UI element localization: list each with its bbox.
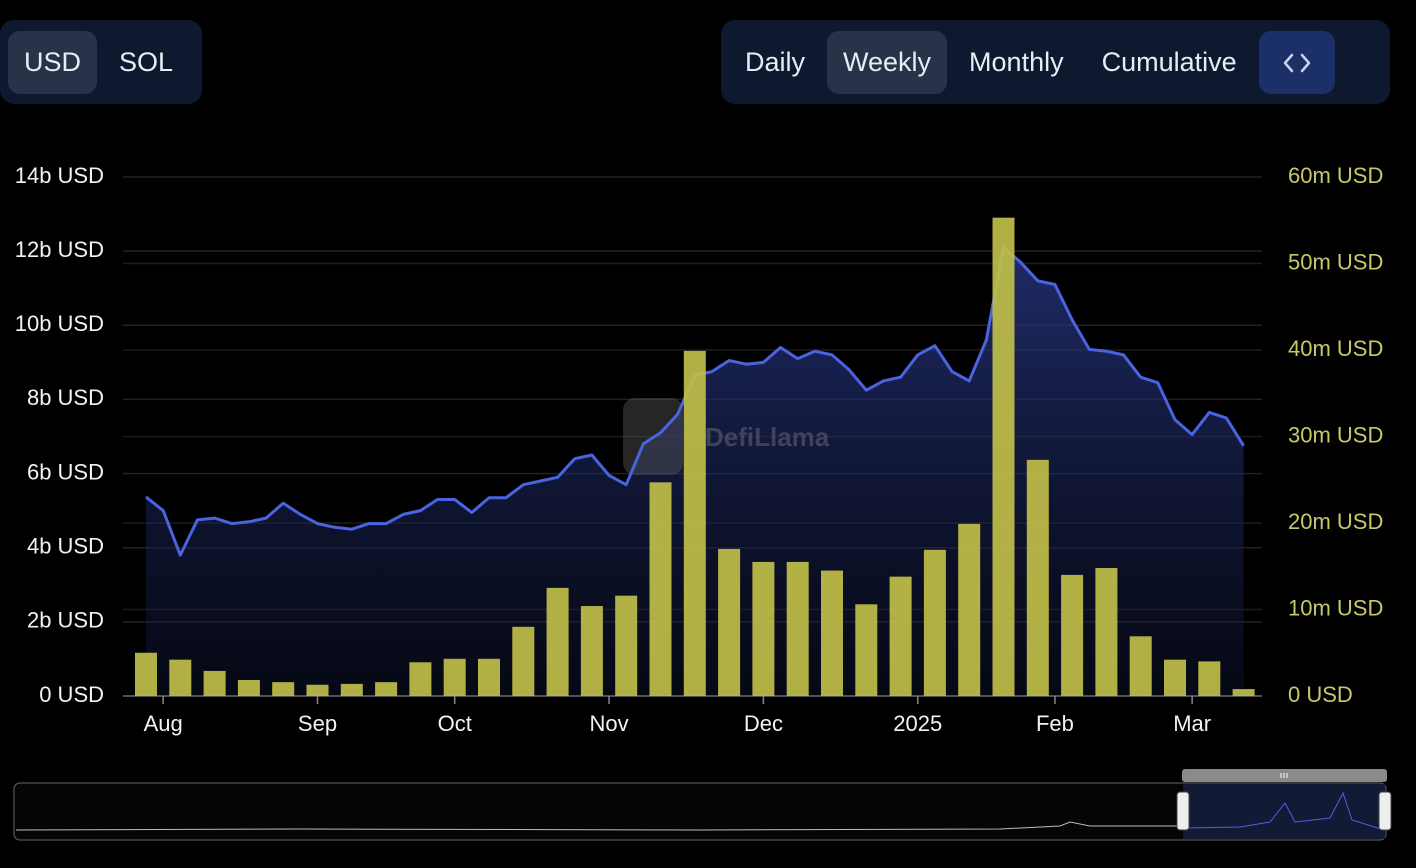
y2-tick-label: 30m USD — [1288, 422, 1383, 447]
x-tick-label: Sep — [298, 711, 337, 736]
bar — [169, 659, 192, 696]
slider-bar[interactable] — [1182, 769, 1387, 782]
slider-track — [13, 782, 1387, 841]
bar — [683, 350, 706, 696]
bar — [478, 658, 500, 696]
slider-preview — [15, 821, 1180, 831]
x-tick-label: Dec — [744, 711, 783, 736]
y-tick-label: 2b USD — [27, 608, 104, 633]
x-tick-label: 2025 — [893, 711, 942, 736]
daily-button[interactable]: Daily — [745, 47, 806, 77]
monthly-button[interactable]: Monthly — [969, 47, 1064, 77]
x-tick-label: Mar — [1173, 711, 1211, 736]
watermark-text: DefiLlama — [705, 422, 830, 452]
line — [145, 245, 1245, 557]
sol-button[interactable]: SOL — [119, 47, 174, 77]
currency-toggle: USD SOL — [0, 20, 202, 104]
bar — [1129, 636, 1152, 696]
bar — [1164, 659, 1186, 696]
y-tick-label: 10b USD — [15, 311, 104, 336]
slider-handle-right[interactable] — [1378, 791, 1392, 831]
y2-tick-label: 0 USD — [1288, 682, 1353, 707]
period-toggle: Daily Weekly Monthly Cumulative — [721, 20, 1390, 104]
range-slider — [13, 769, 1392, 841]
y-tick-label: 0 USD — [39, 682, 104, 707]
watermark-logo — [623, 398, 683, 475]
y-tick-label: 6b USD — [27, 459, 104, 484]
x-tick-label: Feb — [1036, 711, 1074, 736]
bar — [443, 658, 466, 696]
y-tick-label: 12b USD — [15, 237, 104, 262]
bar — [1095, 567, 1118, 696]
usd-button[interactable]: USD — [8, 31, 98, 94]
x-tick-label: Oct — [438, 711, 472, 736]
slider-selection[interactable] — [1183, 784, 1385, 839]
y2-tick-label: 40m USD — [1288, 336, 1383, 361]
bar — [786, 561, 809, 696]
line-area — [146, 247, 1244, 696]
code-icon — [1283, 53, 1310, 72]
y-tick-label: 8b USD — [27, 385, 104, 410]
weekly-button[interactable]: Weekly — [827, 31, 948, 94]
x-tick-label: Nov — [589, 711, 628, 736]
slider-grip — [1280, 773, 1288, 778]
bar — [272, 682, 295, 696]
y-tick-label: 14b USD — [15, 163, 104, 188]
bar — [135, 652, 157, 696]
bar — [889, 576, 912, 696]
bar — [375, 682, 398, 696]
bar — [958, 523, 981, 696]
x-tick-label: Aug — [144, 711, 183, 736]
bar — [992, 217, 1015, 696]
y2-tick-label: 10m USD — [1288, 595, 1383, 620]
y2-tick-label: 50m USD — [1288, 249, 1383, 274]
bar — [580, 606, 603, 696]
bar — [752, 561, 775, 696]
bar — [546, 587, 569, 696]
cumulative-button[interactable]: Cumulative — [1101, 47, 1237, 77]
bar — [649, 482, 672, 696]
bar — [512, 626, 535, 696]
watermark: DefiLlama — [623, 398, 830, 475]
bar — [306, 684, 329, 696]
bar — [1232, 689, 1255, 696]
slider-preview-selected — [1184, 791, 1385, 831]
bar — [821, 570, 843, 696]
bar — [409, 662, 432, 696]
bar — [203, 670, 226, 696]
slider-handle-left[interactable] — [1176, 791, 1190, 831]
bar — [615, 595, 638, 696]
embed-button[interactable] — [1258, 31, 1335, 94]
bar — [1198, 661, 1221, 696]
bar — [237, 679, 260, 696]
bar — [855, 604, 878, 696]
y-tick-label: 4b USD — [27, 534, 104, 559]
bar — [718, 548, 741, 696]
bar — [1026, 459, 1049, 696]
y2-tick-label: 20m USD — [1288, 509, 1383, 534]
bar — [923, 549, 946, 696]
y2-tick-label: 60m USD — [1288, 163, 1383, 188]
bar — [340, 683, 363, 696]
bar — [1061, 574, 1084, 696]
